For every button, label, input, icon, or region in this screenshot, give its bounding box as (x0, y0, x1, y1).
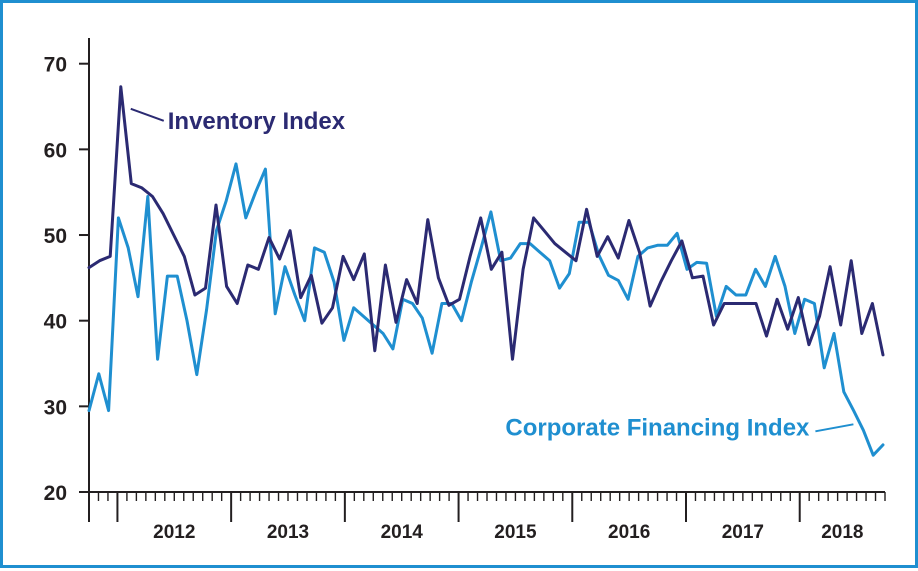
series-labels: Inventory Index Corporate Financing Inde… (130, 107, 854, 441)
y-tick-label-50: 50 (44, 225, 67, 248)
x-tick-label-2018: 2018 (821, 522, 863, 543)
inventory-index-line (87, 85, 885, 361)
y-tick-label-20: 20 (44, 482, 67, 505)
y-axis: 20 30 40 50 60 70 (44, 38, 90, 522)
y-tick-label-40: 40 (44, 311, 67, 334)
x-tick-label-2013: 2013 (267, 522, 309, 543)
y-tick-label-30: 30 (44, 396, 67, 419)
inventory-index-label: Inventory Index (168, 108, 346, 135)
x-axis: 2012 2013 2014 2015 2016 2017 2018 (88, 491, 886, 543)
y-tick-label-70: 70 (44, 54, 67, 77)
y-tick-label-60: 60 (44, 139, 67, 162)
x-tick-label-2015: 2015 (494, 522, 537, 543)
corporate-financing-index-line (87, 162, 885, 457)
x-tick-label-2012: 2012 (153, 522, 195, 543)
x-tick-label-2014: 2014 (381, 522, 424, 543)
x-tick-label-2017: 2017 (722, 522, 764, 543)
series-lines (87, 85, 885, 457)
inventory-index-leader-line (130, 107, 165, 122)
corporate-financing-index-leader-line (815, 423, 854, 433)
x-tick-label-2016: 2016 (608, 522, 650, 543)
corporate-financing-index-label: Corporate Financing Index (505, 414, 810, 441)
